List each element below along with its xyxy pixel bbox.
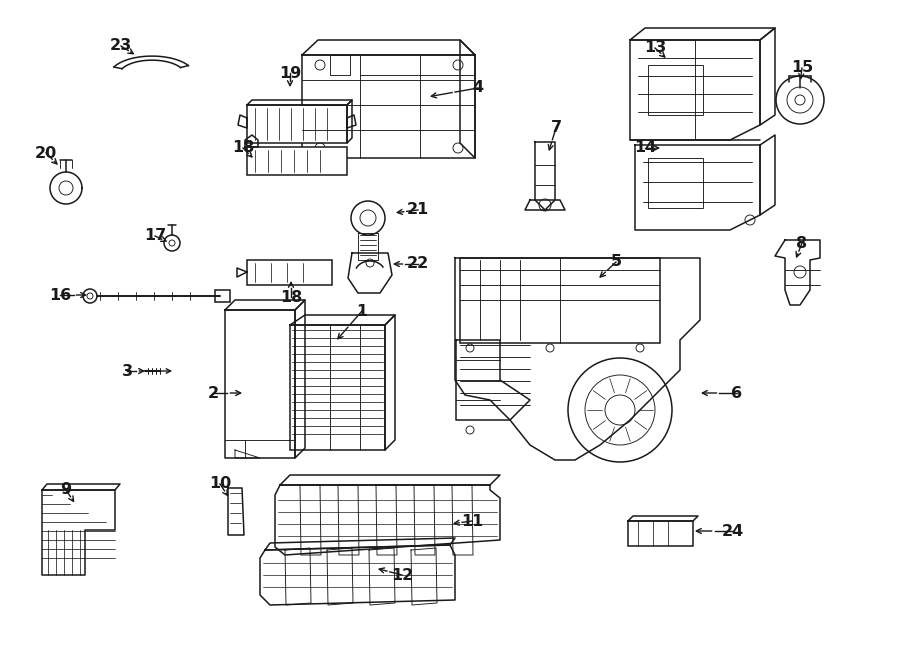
Circle shape [745,215,755,225]
Polygon shape [228,488,244,535]
Circle shape [466,344,474,352]
Polygon shape [760,28,775,125]
Polygon shape [628,516,698,521]
Bar [247,105,347,143]
Polygon shape [225,310,295,458]
Text: 17: 17 [144,229,166,243]
Bar [302,55,475,158]
Polygon shape [525,200,565,210]
Bar [460,258,660,343]
Circle shape [87,293,93,299]
Polygon shape [238,115,247,128]
Bar [215,290,230,302]
Bar [247,260,332,285]
Text: 22: 22 [407,256,429,272]
Text: 11: 11 [461,514,483,529]
Text: 21: 21 [407,202,429,217]
Polygon shape [330,55,350,75]
Polygon shape [348,253,392,293]
Bar [628,521,693,546]
Circle shape [453,60,463,70]
Circle shape [83,289,97,303]
Polygon shape [42,484,120,490]
Text: 15: 15 [791,61,813,75]
Text: 6: 6 [732,385,742,401]
Circle shape [794,266,806,278]
Polygon shape [347,115,356,128]
Polygon shape [235,450,260,458]
Circle shape [366,259,374,267]
Text: 18: 18 [280,290,302,305]
Polygon shape [535,142,555,210]
Circle shape [539,199,551,211]
Circle shape [169,240,175,246]
Polygon shape [247,100,352,105]
Circle shape [546,344,554,352]
Polygon shape [50,172,82,204]
Polygon shape [225,300,305,310]
Polygon shape [630,40,760,140]
Polygon shape [42,490,115,575]
Polygon shape [635,145,760,230]
Text: 19: 19 [279,65,302,81]
Bar [648,65,703,115]
Polygon shape [302,40,475,55]
Text: 8: 8 [796,235,807,251]
Text: 24: 24 [722,524,744,539]
Circle shape [59,181,73,195]
Circle shape [787,87,813,113]
Polygon shape [265,538,455,550]
Bar [247,147,347,175]
Polygon shape [460,40,475,158]
Polygon shape [385,315,395,450]
Circle shape [585,375,655,445]
Text: 16: 16 [49,288,71,303]
Polygon shape [775,240,820,305]
Circle shape [776,76,824,124]
Circle shape [360,210,376,226]
Circle shape [636,344,644,352]
Polygon shape [237,268,247,277]
Circle shape [795,95,805,105]
Circle shape [605,395,635,425]
Polygon shape [630,28,775,40]
Circle shape [453,143,463,153]
Circle shape [315,143,325,153]
Circle shape [568,358,672,462]
Polygon shape [245,135,258,147]
Bar [648,158,703,208]
Text: 9: 9 [60,483,72,498]
Text: 18: 18 [232,141,254,155]
Polygon shape [295,300,305,458]
Polygon shape [280,475,500,485]
Text: 23: 23 [110,38,132,54]
Polygon shape [347,100,352,143]
Polygon shape [760,135,775,215]
Polygon shape [275,485,500,555]
Bar [290,325,385,450]
Text: 12: 12 [391,568,413,582]
Text: 7: 7 [551,120,562,136]
Text: 5: 5 [610,254,622,270]
Circle shape [164,235,180,251]
Circle shape [466,426,474,434]
Polygon shape [114,56,188,69]
Circle shape [315,60,325,70]
Polygon shape [260,545,455,605]
Text: 10: 10 [209,477,231,492]
Text: 20: 20 [35,145,57,161]
Circle shape [351,201,385,235]
Text: 4: 4 [472,81,483,95]
Text: 13: 13 [644,40,666,56]
Polygon shape [290,315,395,325]
Text: 2: 2 [207,385,219,401]
Text: 3: 3 [122,364,132,379]
Polygon shape [455,258,700,460]
Text: 14: 14 [634,141,656,155]
Text: 1: 1 [356,303,367,319]
